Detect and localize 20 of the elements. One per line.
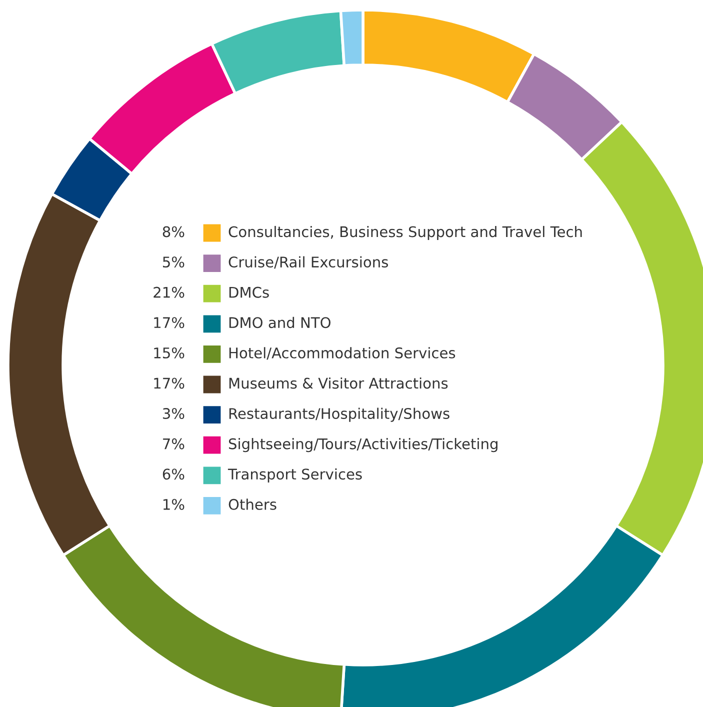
data-label: 5% [162, 256, 184, 268]
legend-label: Consultancies, Business Support and Travel Tech [228, 226, 582, 240]
legend-label: Restaurants/Hospitality/Shows [229, 408, 450, 422]
data-label: 1% [163, 498, 184, 510]
legend-label: Transport Services [228, 468, 362, 482]
legend-label: Sightseeing/Tours/Activities/Ticketing [228, 438, 498, 452]
legend-label: DMCs [229, 286, 269, 298]
data-label: 6% [162, 468, 184, 480]
data-label: 17% [154, 378, 184, 389]
data-label: 3% [162, 408, 184, 420]
data-label: 8% [162, 226, 184, 238]
legend-label: DMO and NTO [229, 316, 330, 328]
legend-label: Cruise/Rail Excursions [228, 256, 388, 269]
data-label: 21% [154, 286, 184, 298]
data-label: 17% [154, 317, 184, 328]
legend-label: Museums & Visitor Attractions [229, 377, 448, 389]
legend-label: Others [228, 498, 276, 510]
data-label: 7% [163, 438, 184, 450]
legend-label: Hotel/Accommodation Services [229, 347, 456, 360]
data-label: 15% [154, 347, 184, 358]
